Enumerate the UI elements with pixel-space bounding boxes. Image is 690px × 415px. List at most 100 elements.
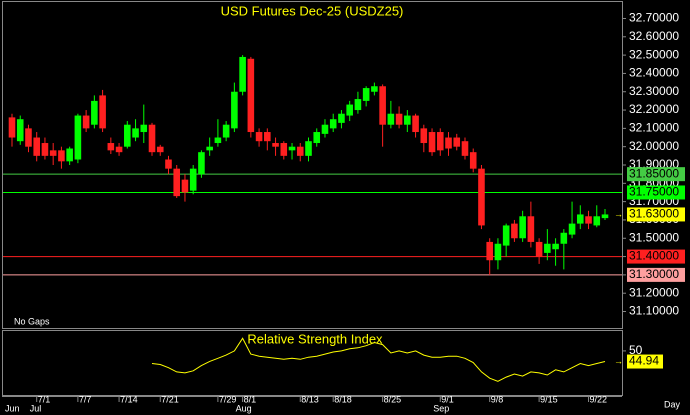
month-label: Aug — [236, 403, 252, 413]
last-price-box — [627, 207, 685, 222]
candle-body — [41, 143, 49, 156]
candle-body — [478, 168, 485, 226]
annotation: No Gaps — [14, 316, 50, 326]
candle-body — [198, 152, 205, 175]
x-tick-label: 7/21 — [161, 394, 179, 404]
y-tick-label: 31.10000 — [629, 304, 679, 318]
candle-body — [379, 86, 386, 125]
candle-body — [49, 150, 57, 156]
x-tick-label: 8/1 — [244, 394, 257, 404]
candle-body — [222, 124, 230, 138]
candle-body — [107, 143, 115, 151]
candle-body — [132, 128, 139, 138]
candle-body — [420, 128, 428, 144]
candle-body — [82, 115, 90, 129]
candle-body — [25, 128, 32, 147]
candle-body — [535, 241, 543, 257]
candle-body — [346, 104, 353, 116]
x-tick-label: 9/8 — [491, 394, 504, 404]
candle-body — [511, 223, 518, 239]
x-tick-label: 8/13 — [301, 394, 319, 404]
candle-body — [585, 216, 592, 224]
level-label-box — [627, 249, 685, 264]
y-tick-label: 32.70000 — [629, 11, 679, 25]
candle-body — [206, 146, 213, 151]
candle-body — [8, 117, 16, 138]
y-tick-label: 32.40000 — [629, 66, 679, 80]
candle-body — [189, 168, 197, 191]
y-tick-label: 32.00000 — [629, 139, 679, 153]
candle-body — [544, 243, 551, 253]
candle-body — [58, 150, 65, 162]
y-tick-label: 32.50000 — [629, 47, 679, 61]
candle-body — [173, 168, 181, 197]
x-tick-label: 8/18 — [334, 394, 352, 404]
candle-body — [231, 91, 238, 129]
x-tick-label: 9/15 — [540, 394, 558, 404]
level-label: 31.85000 — [629, 166, 679, 180]
candle-body — [16, 119, 24, 142]
rsi-panel-border — [2, 330, 623, 396]
candle-body — [288, 146, 296, 151]
y-tick-label: 31.50000 — [629, 230, 679, 244]
month-label: Sep — [433, 403, 449, 413]
month-label: Jun — [5, 403, 20, 413]
candle-body — [436, 132, 444, 151]
candle-body — [321, 124, 329, 134]
candle-body — [305, 141, 312, 156]
candle-body — [140, 124, 148, 133]
candle-body — [453, 137, 461, 147]
candle-body — [124, 124, 131, 147]
candle-body — [148, 124, 156, 153]
y-tick-label: 31.20000 — [629, 285, 679, 299]
candle-body — [33, 137, 41, 156]
candle-body — [247, 58, 255, 133]
y-tick-label: 32.30000 — [629, 84, 679, 98]
last-value-box — [627, 354, 663, 369]
candle-body — [338, 113, 345, 123]
candle-body — [568, 223, 576, 235]
last-price-label: 31.63000 — [629, 207, 679, 221]
last-price-arrow: → — [614, 209, 623, 219]
y-tick-label: 32.60000 — [629, 29, 679, 43]
candle-body — [329, 119, 337, 129]
candle-body — [461, 141, 469, 156]
x-tick-label: 9/22 — [590, 394, 608, 404]
month-label: Jul — [30, 403, 42, 413]
last-value-label: 44.94 — [629, 354, 659, 368]
y-tick-label: 32.20000 — [629, 102, 679, 116]
candle-body — [91, 100, 98, 125]
candle-body — [239, 56, 246, 92]
candle-body — [181, 179, 189, 193]
candle-body — [115, 146, 123, 153]
candle-body — [74, 115, 82, 160]
candle-body — [469, 152, 477, 169]
candle-body — [428, 132, 436, 153]
candle-body — [156, 146, 164, 153]
candle-body — [272, 143, 279, 147]
candle-body — [601, 214, 609, 219]
candle-body — [494, 243, 502, 261]
x-tick-label: 7/29 — [219, 394, 237, 404]
x-tick-label: 8/25 — [384, 394, 402, 404]
candle-body — [214, 137, 222, 144]
chart-title: USD Futures Dec-25 (USDZ25) — [221, 3, 404, 18]
y-tick-label: 50 — [629, 343, 643, 357]
candle-body — [560, 232, 568, 244]
candle-body — [255, 132, 263, 142]
candle-body — [576, 214, 584, 224]
candle-body — [280, 143, 288, 156]
level-label: 31.40000 — [629, 249, 679, 263]
candle-body — [395, 113, 403, 125]
candle-body — [66, 148, 73, 162]
level-label-box — [627, 185, 685, 200]
candle-body — [486, 241, 493, 261]
candle-body — [165, 159, 172, 169]
candle-body — [296, 146, 304, 156]
candle-body — [593, 216, 601, 226]
rsi-title: Relative Strength Index — [247, 331, 383, 346]
x-tick-label: 7/7 — [79, 394, 92, 404]
candle-body — [412, 115, 419, 133]
